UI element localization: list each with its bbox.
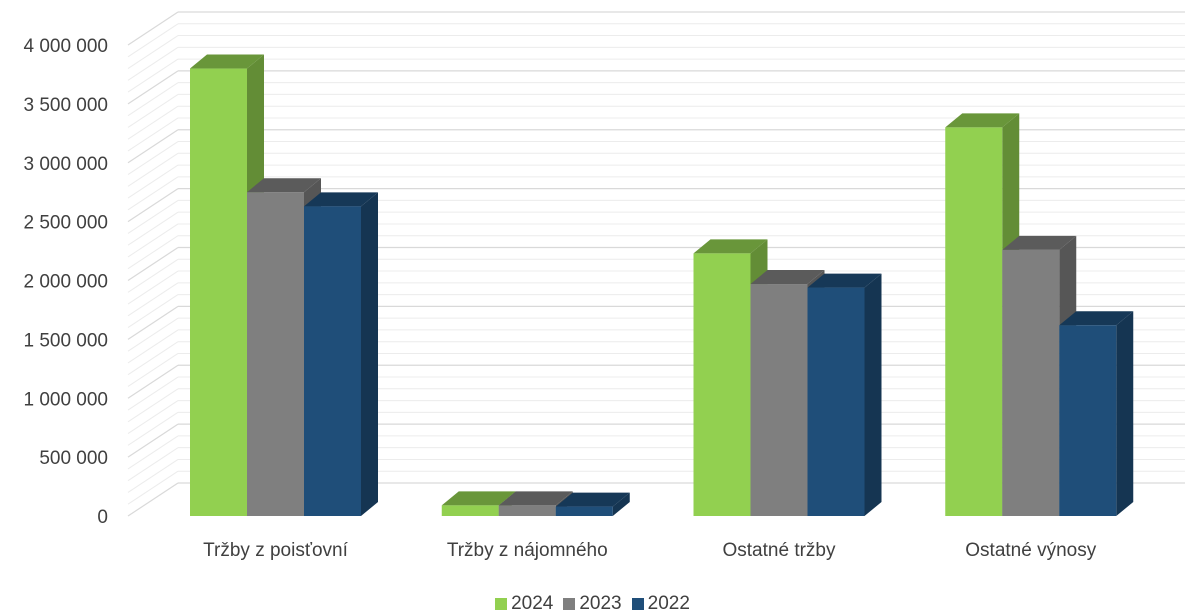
minor-gridline-side (127, 329, 179, 364)
bar-top (304, 192, 378, 207)
y-tick-label: 3 000 000 (23, 154, 108, 175)
bar (693, 253, 751, 517)
bar (750, 284, 808, 516)
minor-gridline-side (127, 353, 179, 387)
bar-top (555, 492, 630, 507)
minor-gridline-side (127, 35, 179, 69)
bar-top (441, 491, 516, 506)
gridline-side (127, 482, 179, 517)
minor-gridline-side (127, 46, 179, 81)
minor-gridline-side (127, 23, 179, 58)
minor-gridline-side (127, 164, 179, 199)
x-category-label: Tržby z poisťovní (203, 540, 348, 561)
legend-swatch (631, 598, 644, 610)
minor-gridline-side (127, 105, 179, 140)
minor-gridline-side (127, 317, 179, 352)
legend-label: 2023 (579, 593, 622, 614)
bar-top (1059, 311, 1134, 326)
bar-top (247, 178, 321, 193)
bar (498, 505, 556, 516)
bar-side (612, 492, 630, 516)
x-category-label: Ostatné tržby (723, 540, 836, 561)
minor-gridline-side (127, 82, 179, 117)
legend-label: 2024 (511, 593, 554, 614)
minor-gridline-side (127, 223, 179, 258)
bar-top (750, 270, 825, 285)
minor-gridline-side (127, 376, 179, 411)
bar-top (693, 239, 768, 254)
bar (441, 505, 499, 516)
minor-gridline-side (127, 270, 179, 305)
y-tick-label: 4 000 000 (23, 36, 108, 57)
legend-item: 2023 (563, 593, 622, 615)
bar (945, 127, 1003, 517)
gridline-side (127, 305, 179, 340)
gridline-side (127, 11, 179, 46)
bar-side (1116, 311, 1134, 516)
y-tick-label: 2 000 000 (23, 272, 108, 293)
bar-top (807, 273, 882, 288)
minor-gridline-side (127, 141, 179, 175)
y-tick-label: 1 000 000 (23, 389, 108, 410)
gridline-side (127, 188, 179, 223)
bar (1059, 325, 1117, 516)
gridline-side (127, 246, 179, 282)
minor-gridline-side (127, 459, 179, 493)
minor-gridline-side (127, 235, 179, 270)
y-tick-label: 0 (97, 507, 108, 528)
minor-gridline-side (127, 117, 179, 152)
minor-gridline-side (127, 400, 179, 434)
legend-swatch (563, 598, 576, 610)
minor-gridline-side (127, 388, 179, 423)
x-category-label: Tržby z nájomného (447, 540, 608, 561)
bar (555, 506, 613, 516)
minor-gridline-side (127, 411, 179, 446)
minor-gridline-side (127, 94, 179, 128)
bar-side (864, 273, 882, 516)
y-tick-label: 2 500 000 (23, 213, 108, 234)
chart-legend: 2024 2023 2022 (0, 592, 1185, 616)
bar-top (1002, 235, 1077, 250)
legend-swatch (495, 598, 508, 610)
legend-item: 2024 (495, 593, 553, 615)
bar (247, 192, 304, 516)
minor-gridline-side (127, 435, 179, 470)
bar-side (361, 192, 378, 516)
y-tick-label: 1 500 000 (23, 330, 108, 351)
minor-gridline-side (127, 211, 179, 246)
gridline-side (127, 70, 179, 105)
y-tick-label: 500 000 (39, 448, 108, 469)
y-tick-label: 3 500 000 (23, 95, 108, 116)
bar (304, 206, 361, 516)
minor-gridline-side (127, 294, 179, 329)
minor-gridline-side (127, 152, 179, 187)
bar (1002, 249, 1060, 516)
legend-label: 2022 (647, 593, 690, 614)
bar (807, 287, 865, 516)
minor-gridline-side (127, 470, 179, 505)
legend-item: 2022 (631, 593, 690, 615)
bar-top (945, 113, 1020, 128)
gridline-side (127, 129, 179, 164)
minor-gridline-side (127, 447, 179, 482)
minor-gridline-side (127, 176, 179, 211)
bar (190, 68, 247, 517)
minor-gridline-side (127, 341, 179, 376)
minor-gridline-side (127, 258, 179, 293)
x-category-label: Ostatné výnosy (965, 540, 1096, 561)
minor-gridline-side (127, 58, 179, 93)
gridline-side (127, 364, 179, 399)
bar-chart: 0 500 000 1 000 000 1 500 000 2 000 000 2 500… (23, 11, 1185, 561)
bar-top (498, 491, 573, 506)
gridline-side (127, 423, 179, 458)
minor-gridline-side (127, 199, 179, 234)
minor-gridline-side (127, 282, 179, 317)
bar-top (190, 54, 264, 69)
